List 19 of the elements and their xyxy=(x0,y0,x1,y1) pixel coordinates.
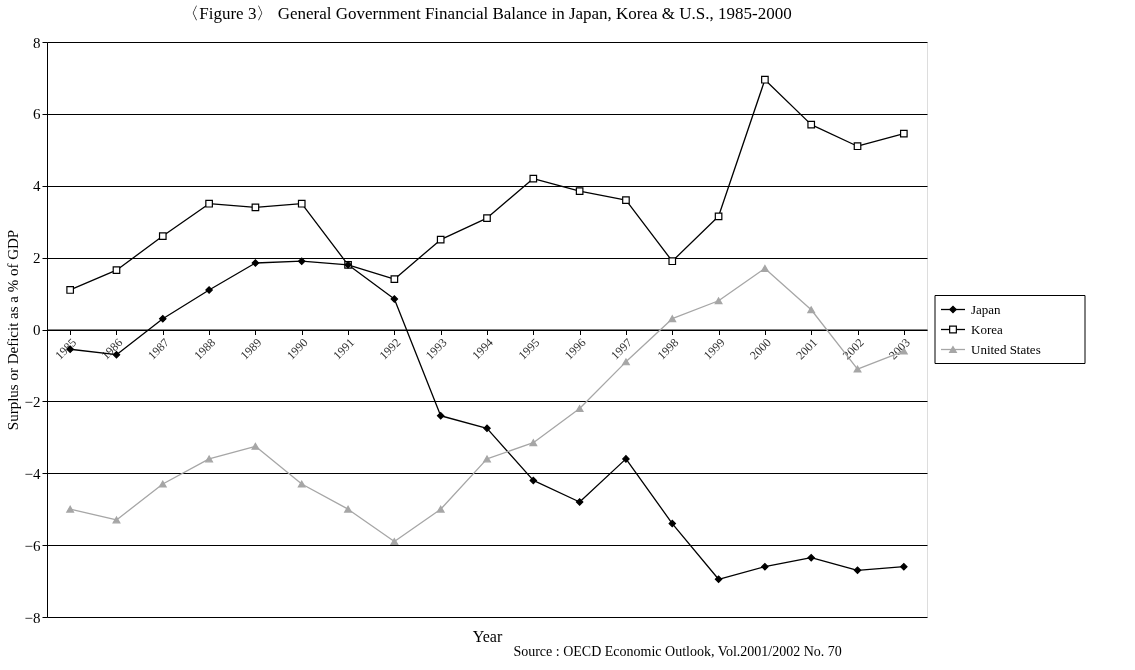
legend-label: United States xyxy=(971,341,1041,357)
x-axis-title: Year xyxy=(472,628,503,646)
y-tick-label: 8 xyxy=(33,34,41,51)
y-tick-label: 2 xyxy=(33,250,41,267)
x-tick-label: 1989 xyxy=(237,335,265,363)
y-tick-label: −2 xyxy=(24,393,41,410)
legend-label: Korea xyxy=(971,321,1003,337)
legend-label: Japan xyxy=(971,301,1002,317)
x-tick-label: 1998 xyxy=(654,335,682,363)
x-tick-label: 1992 xyxy=(376,335,404,363)
y-tick-label: 4 xyxy=(33,178,41,195)
chart-title: 〈Figure 3〉 General Government Financial Balance in Japan, Korea & U.S., 1985-2000 xyxy=(182,4,792,23)
y-tick-label: −8 xyxy=(24,609,41,626)
source-note: Source : OECD Economic Outlook, Vol.2001/2002 No. 70 xyxy=(513,644,842,659)
y-axis-title: Surplus or Deficit as a % of GDP xyxy=(4,229,21,431)
y-tick-label: 0 xyxy=(33,322,41,338)
y-tick-label: −6 xyxy=(24,537,41,554)
y-tick-label: −4 xyxy=(24,465,41,482)
y-tick-label: 6 xyxy=(33,106,41,123)
